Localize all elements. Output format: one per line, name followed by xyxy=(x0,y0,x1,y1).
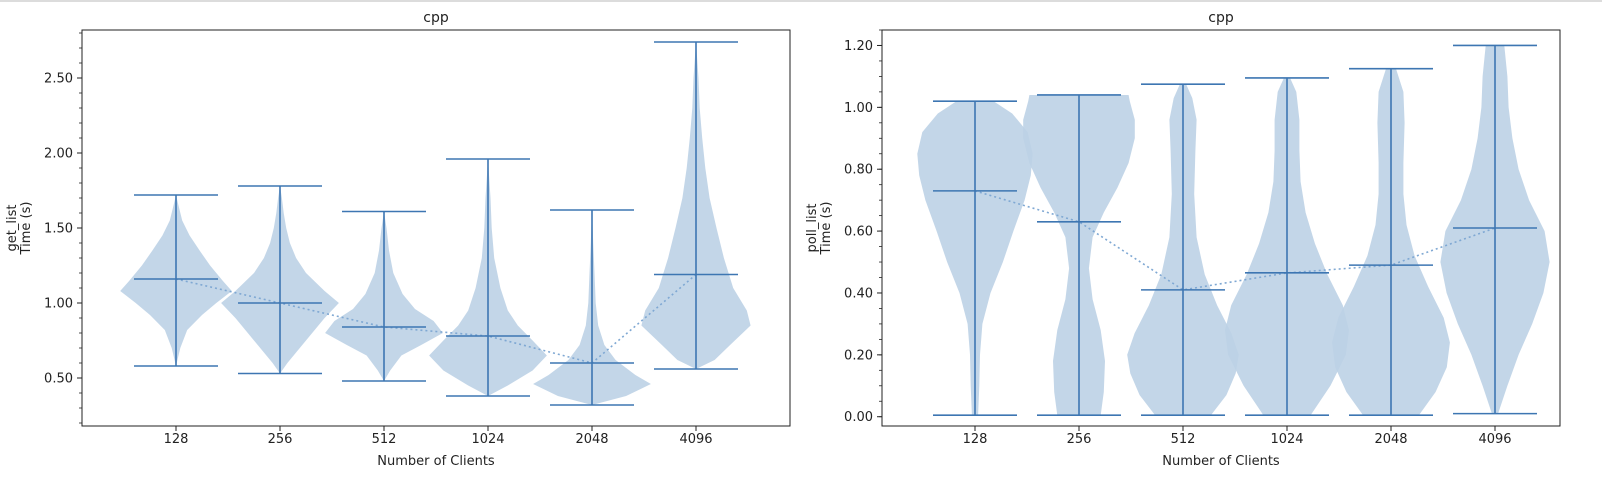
y-tick-label: 1.50 xyxy=(44,222,73,237)
y-tick-label: 1.00 xyxy=(44,297,73,312)
y-axis-label: get_listTime (s) xyxy=(5,202,34,256)
chart-title: cpp xyxy=(1208,10,1234,26)
y-tick-label: 0.00 xyxy=(844,410,873,425)
x-tick-label: 512 xyxy=(372,432,397,447)
y-tick-label: 0.40 xyxy=(844,286,873,301)
y-tick-label: 2.50 xyxy=(44,72,73,87)
x-tick-label: 4096 xyxy=(1478,432,1511,447)
x-tick-label: 1024 xyxy=(471,432,504,447)
chart-panel-2: 0.00 0.20 0.40 0.60 0.80 1.00 1.20 128 256 512 102… xyxy=(805,10,1561,469)
median-trend-line xyxy=(974,190,1496,291)
x-axis-label: Number of Clients xyxy=(377,454,495,469)
y-tick-label: 1.20 xyxy=(844,39,873,54)
x-tick-label: 128 xyxy=(963,432,988,447)
y-tick-label: 2.00 xyxy=(44,147,73,162)
x-tick-label: 4096 xyxy=(679,432,712,447)
y-tick-label: 0.20 xyxy=(844,348,873,363)
window-top-rule xyxy=(0,0,1602,2)
chart-title: cpp xyxy=(423,10,449,26)
x-axis-label: Number of Clients xyxy=(1162,454,1280,469)
chart-panel-1: 0.50 1.00 1.50 2.00 2.50 128 256 512 1024 2048 409… xyxy=(5,10,791,469)
y-tick-label: 0.60 xyxy=(844,225,873,240)
y-tick-label: 0.50 xyxy=(44,372,73,387)
x-tick-label: 2048 xyxy=(1374,432,1407,447)
x-tick-label: 512 xyxy=(1171,432,1196,447)
x-tick-label: 256 xyxy=(1067,432,1092,447)
y-tick-label: 0.80 xyxy=(844,163,873,178)
x-tick-label: 2048 xyxy=(575,432,608,447)
x-tick-label: 256 xyxy=(268,432,293,447)
x-tick-label: 128 xyxy=(164,432,189,447)
median-trend-line xyxy=(175,273,697,364)
x-tick-label: 1024 xyxy=(1270,432,1303,447)
y-tick-label: 1.00 xyxy=(844,101,873,116)
axes-frame xyxy=(881,29,1561,427)
y-axis-label: poll_listTime (s) xyxy=(805,202,834,256)
